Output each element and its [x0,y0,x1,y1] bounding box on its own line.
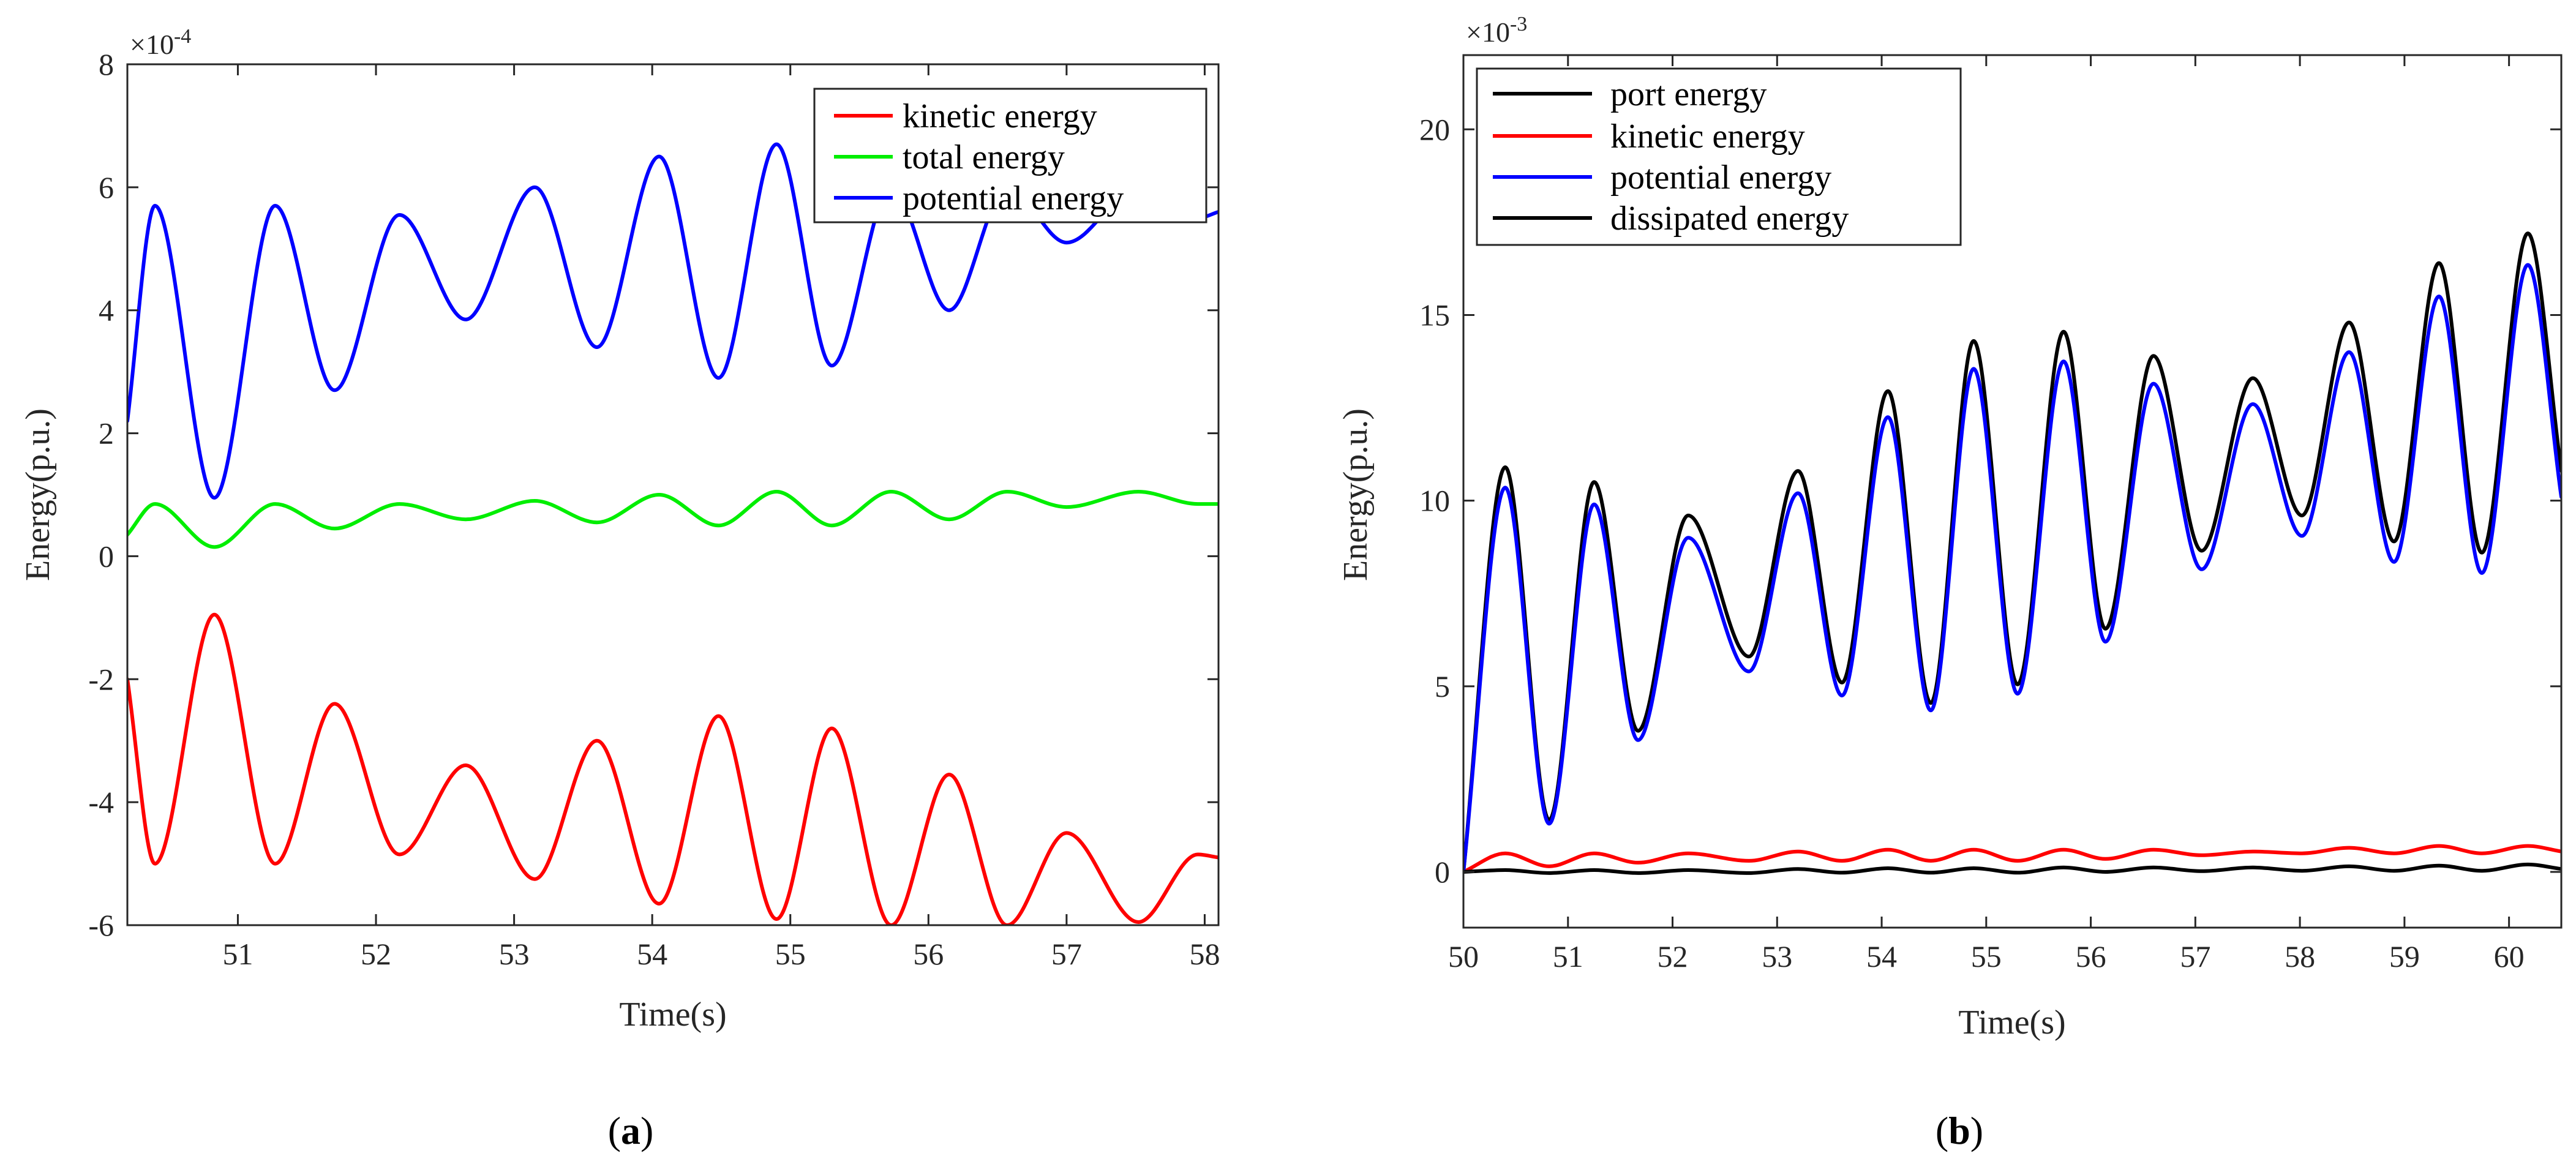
y-tick-label: -2 [88,662,114,696]
y-tick-label: 8 [99,47,114,81]
x-tick-label: 52 [1658,939,1688,974]
y-ticks-a: -6 -4 -2 0 2 4 6 8 [88,47,1219,942]
y-exponent-a: ×10-4 [130,25,191,60]
x-tick-label: 58 [2285,939,2315,974]
series-kinetic-energy-b [1463,844,2561,874]
axes-box-a [126,63,1220,926]
legend-entry-total-a: total energy [903,138,1065,176]
x-ticks-b: 50 51 52 53 54 55 56 57 58 59 60 [1448,55,2525,974]
legend-a: kinetic energy total energy potential en… [813,88,1207,223]
y-tick-label: -6 [88,908,114,942]
y-axis-label-a: Energy(p.u.) [19,408,57,581]
axes-box-b [1462,54,2563,929]
legend-entry-potential-b: potential energy [1610,159,1831,197]
y-tick-label: 2 [99,416,114,451]
x-tick-label: 52 [361,937,391,971]
x-tick-label: 51 [1553,939,1583,974]
series-potential-energy-a [127,142,1219,500]
x-axis-label-b: Time(s) [1958,1004,2065,1042]
legend-box-b [1476,67,1962,246]
y-ticks-b: 0 5 10 15 20 [1419,112,2561,889]
x-tick-label: 57 [2180,939,2210,974]
series-group-b [1463,231,2561,875]
series-dissipated-energy-b [1463,862,2561,875]
x-ticks-a: 51 52 53 54 55 56 57 58 [222,64,1220,971]
legend-b: port energy kinetic energy potential ene… [1476,67,1962,246]
x-tick-label: 53 [1762,939,1792,974]
y-tick-label: 6 [99,170,114,205]
y-tick-label: -4 [88,785,114,819]
y-tick-label: 0 [99,539,114,573]
x-tick-label: 54 [1866,939,1897,974]
x-tick-label: 58 [1189,937,1220,971]
panel-b: 50 51 52 53 54 55 56 57 58 59 60 0 5 10 15 20 ×10-3 Ti… [1337,13,2563,1152]
x-axis-label-a: Time(s) [619,996,726,1034]
legend-entry-port-b: port energy [1610,75,1767,113]
y-tick-label: 10 [1419,484,1450,518]
legend-entry-kinetic-a: kinetic energy [903,97,1097,135]
x-tick-label: 51 [222,937,253,971]
x-tick-label: 55 [775,937,806,971]
x-tick-label: 59 [2389,939,2420,974]
legend-entry-kinetic-b: kinetic energy [1610,118,1805,156]
x-tick-label: 54 [637,937,667,971]
x-tick-label: 53 [499,937,530,971]
x-tick-label: 57 [1051,937,1082,971]
panel-label-a: (a) [608,1109,654,1152]
series-total-energy-a [127,490,1219,549]
y-tick-label: 4 [99,293,114,328]
x-tick-label: 50 [1448,939,1479,974]
panel-a: 51 52 53 54 55 56 57 58 -6 -4 -2 0 2 4 6 8 ×10-4 Time(… [19,25,1220,1152]
legend-entry-potential-a: potential energy [903,179,1124,217]
legend-entry-dissipated-b: dissipated energy [1610,200,1849,238]
y-tick-label: 0 [1435,855,1450,889]
y-tick-label: 15 [1419,298,1450,332]
panel-label-b: (b) [1936,1109,1983,1152]
x-tick-label: 56 [913,937,944,971]
x-tick-label: 60 [2494,939,2525,974]
x-tick-label: 55 [1971,939,2002,974]
y-tick-label: 5 [1435,669,1450,704]
y-axis-label-b: Energy(p.u.) [1337,408,1375,581]
y-tick-label: 20 [1419,112,1450,146]
x-tick-label: 56 [2076,939,2106,974]
series-potential-energy-b [1463,263,2561,874]
y-exponent-b: ×10-3 [1466,13,1527,48]
